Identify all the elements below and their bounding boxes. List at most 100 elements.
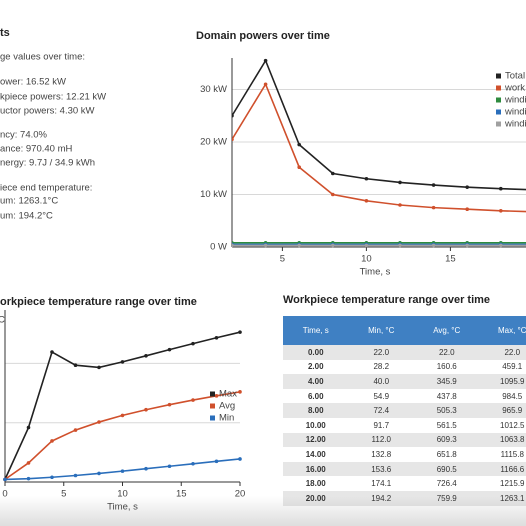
point xyxy=(499,186,503,191)
table-row: 0.00 22.0 22.0 22.0 xyxy=(283,345,526,360)
point xyxy=(465,243,470,248)
y-tick-label: 20 kW xyxy=(200,137,227,148)
point xyxy=(144,407,148,412)
table-cell: 759.9 xyxy=(414,490,480,506)
point xyxy=(331,243,335,248)
table-cell: 505.3 xyxy=(414,403,480,418)
legend-label: windi xyxy=(504,119,526,130)
point xyxy=(191,341,195,346)
point xyxy=(297,165,302,169)
table-cell: 1215.9 xyxy=(500,479,525,489)
table-cell: 1115.8 xyxy=(500,449,524,459)
table-cell: 1095.9 xyxy=(479,374,526,389)
result-line: ncy: 74.0% xyxy=(0,130,48,141)
table-cell: 112.0 xyxy=(348,432,414,448)
point xyxy=(398,180,402,185)
legend-label: Max xyxy=(219,389,237,400)
column-header: Avg, °C xyxy=(414,316,480,345)
table-cell: 16.00 xyxy=(283,461,349,477)
y-tick-label: 10 kW xyxy=(200,189,227,200)
legend-swatch xyxy=(496,121,501,127)
legend-label: windi xyxy=(504,107,526,118)
point xyxy=(97,471,101,476)
legend-label: Total xyxy=(505,71,525,82)
legend-swatch xyxy=(496,73,501,79)
point xyxy=(364,199,369,203)
point xyxy=(331,171,335,176)
plot-area xyxy=(232,58,526,248)
x-tick-label: 20 xyxy=(235,489,246,500)
table-header: Time, s Min, °C Avg, °C Max, °C xyxy=(283,316,526,345)
x-tick-label: 5 xyxy=(280,254,285,265)
plot-area xyxy=(3,330,242,482)
table-row: 20.00194.2759.91263.1 xyxy=(283,490,526,506)
point xyxy=(167,402,172,407)
table-row: 8.00 72.4 505.3 965.9 xyxy=(283,403,526,418)
point xyxy=(398,203,402,207)
point xyxy=(167,347,172,352)
table-cell: 984.5 xyxy=(502,391,523,401)
point xyxy=(263,82,268,87)
table-row: 18.00 174.1 726.4 1215.9 xyxy=(283,476,526,491)
table-cell: 132.8 xyxy=(371,449,392,459)
table-cell: 22.0 xyxy=(414,345,480,360)
table-row: 4.00 40.0 345.9 1095.9 xyxy=(283,374,526,389)
table-cell: 1263.1 xyxy=(479,490,526,506)
point xyxy=(232,113,234,118)
x-axis-label: Time, s xyxy=(107,502,138,513)
legend-swatch xyxy=(210,403,215,409)
point xyxy=(120,469,125,473)
point xyxy=(214,394,219,398)
point xyxy=(73,363,78,368)
point xyxy=(73,428,78,432)
point xyxy=(232,137,234,142)
legend-label: Avg xyxy=(219,401,235,412)
table-cell: 20.00 xyxy=(283,490,349,506)
x-tick-label: 15 xyxy=(176,489,187,500)
point xyxy=(364,176,369,181)
point xyxy=(297,142,302,147)
point xyxy=(191,398,195,402)
result-line: kpiece powers: 12.21 kW xyxy=(0,92,106,103)
point xyxy=(465,207,470,211)
table-cell: 1012.5 xyxy=(500,420,525,430)
table-cell: 561.5 xyxy=(436,420,457,430)
point xyxy=(120,413,125,418)
table-cell: 1063.8 xyxy=(479,432,526,448)
result-line: uctor powers: 4.30 kW xyxy=(0,106,95,117)
point xyxy=(167,464,172,469)
table-row: 14.00 132.8 651.8 1115.8 xyxy=(283,447,526,462)
legend-label: Min xyxy=(219,413,234,424)
x-tick-label: 10 xyxy=(361,254,372,265)
table-cell: 91.7 xyxy=(373,420,390,430)
point xyxy=(263,58,268,63)
point xyxy=(26,461,31,465)
point xyxy=(499,243,503,248)
results-title: ts xyxy=(0,27,10,39)
x-axis-label: Time, s xyxy=(360,267,391,278)
table-cell: 40.0 xyxy=(348,374,414,389)
x-tick-label: 15 xyxy=(445,254,456,265)
point xyxy=(214,459,219,464)
point xyxy=(97,365,101,370)
table-cell: 28.2 xyxy=(373,362,390,372)
table-cell: 18.00 xyxy=(305,479,326,489)
table-cell: 1166.6 xyxy=(479,461,526,477)
table-cell: 174.1 xyxy=(371,479,392,489)
point xyxy=(120,360,125,364)
chart-title: orkpiece temperature range over time xyxy=(0,296,197,308)
legend-swatch xyxy=(496,97,501,103)
table-cell: 437.8 xyxy=(436,391,457,401)
point xyxy=(50,439,54,443)
point xyxy=(238,390,242,394)
point xyxy=(73,473,78,478)
y-axis-label: C xyxy=(0,315,5,326)
table-cell: 153.6 xyxy=(348,461,414,477)
point xyxy=(144,354,148,358)
result-line: ower: 16.52 kW xyxy=(0,77,66,88)
video-shade xyxy=(0,496,526,526)
y-tick-label: 30 kW xyxy=(200,84,227,95)
table-cell: 2.00 xyxy=(307,362,324,372)
result-line: um: 1263.1°C xyxy=(0,196,58,207)
